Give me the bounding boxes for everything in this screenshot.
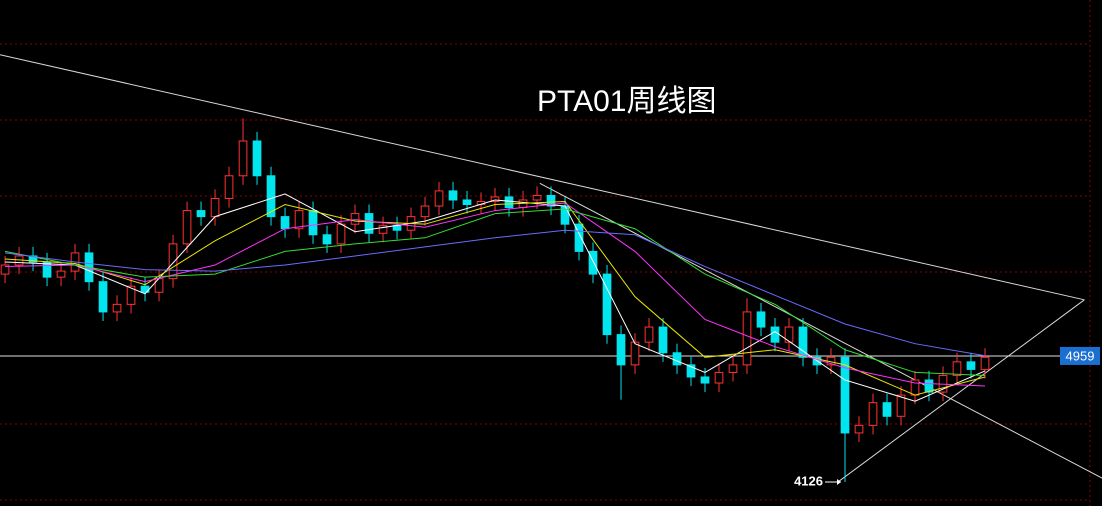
candle-body — [28, 255, 38, 263]
candle-body — [0, 264, 10, 275]
candle-body — [868, 402, 878, 426]
low-label: 4126 — [794, 473, 823, 488]
candle-body — [952, 361, 962, 376]
candle-body — [238, 140, 248, 177]
candle-body — [644, 326, 654, 343]
candle-body — [56, 270, 66, 278]
candle-body — [196, 210, 206, 218]
trend-line — [539, 182, 1102, 479]
candle-body — [252, 140, 262, 177]
candle-body — [728, 364, 738, 373]
candle-body — [882, 402, 892, 417]
candle-body — [574, 223, 584, 252]
candle-body — [378, 225, 388, 234]
candle-body — [266, 175, 276, 218]
candle-body — [168, 243, 178, 280]
price-tag-box — [1060, 346, 1100, 365]
candle-body — [280, 216, 290, 230]
candle-body — [350, 213, 360, 225]
candle-body — [784, 326, 794, 343]
candle-body — [742, 311, 752, 366]
candle-body — [924, 379, 934, 393]
candle-body — [322, 234, 332, 245]
candle-body — [532, 194, 542, 201]
candle-body — [700, 376, 710, 384]
candle-body — [210, 197, 220, 218]
candle-body — [392, 225, 402, 231]
candle-body — [966, 361, 976, 370]
candle-body — [854, 424, 864, 434]
ma-line — [4, 229, 986, 357]
candle-body — [714, 371, 724, 384]
candle-body — [686, 364, 696, 378]
ma-line — [4, 208, 986, 376]
candle-body — [336, 223, 346, 245]
candle-body — [462, 199, 472, 206]
candle-body — [798, 326, 808, 358]
chart-title: PTA01周线图 — [537, 85, 717, 118]
candle-body — [112, 303, 122, 313]
candle-body — [448, 190, 458, 201]
candle-body — [98, 281, 108, 313]
candle-body — [224, 175, 234, 199]
candle-body — [434, 190, 444, 207]
candle-body — [756, 311, 766, 328]
candle-body — [420, 205, 430, 218]
candle-body — [504, 196, 514, 209]
candle-body — [770, 326, 780, 343]
candle-body — [616, 334, 626, 366]
candle-body — [896, 394, 906, 417]
candle-body — [840, 356, 850, 434]
low-arrow-head — [837, 478, 842, 485]
candle-body — [630, 341, 640, 366]
candle-body — [602, 273, 612, 336]
ma-line — [5, 193, 986, 402]
candle-body — [588, 250, 598, 275]
candle-body — [980, 356, 990, 370]
candle-body — [672, 352, 682, 366]
candle-body — [182, 210, 192, 245]
candle-body — [308, 210, 318, 236]
price-tag: 4959 — [1066, 348, 1095, 363]
candle-body — [546, 194, 556, 207]
trend-line — [837, 299, 1085, 483]
candle-body — [294, 210, 304, 230]
trend-line — [0, 54, 1085, 301]
candle-body — [658, 326, 668, 354]
candle-body — [364, 213, 374, 234]
candle-body — [126, 285, 136, 305]
candle-body — [490, 196, 500, 202]
